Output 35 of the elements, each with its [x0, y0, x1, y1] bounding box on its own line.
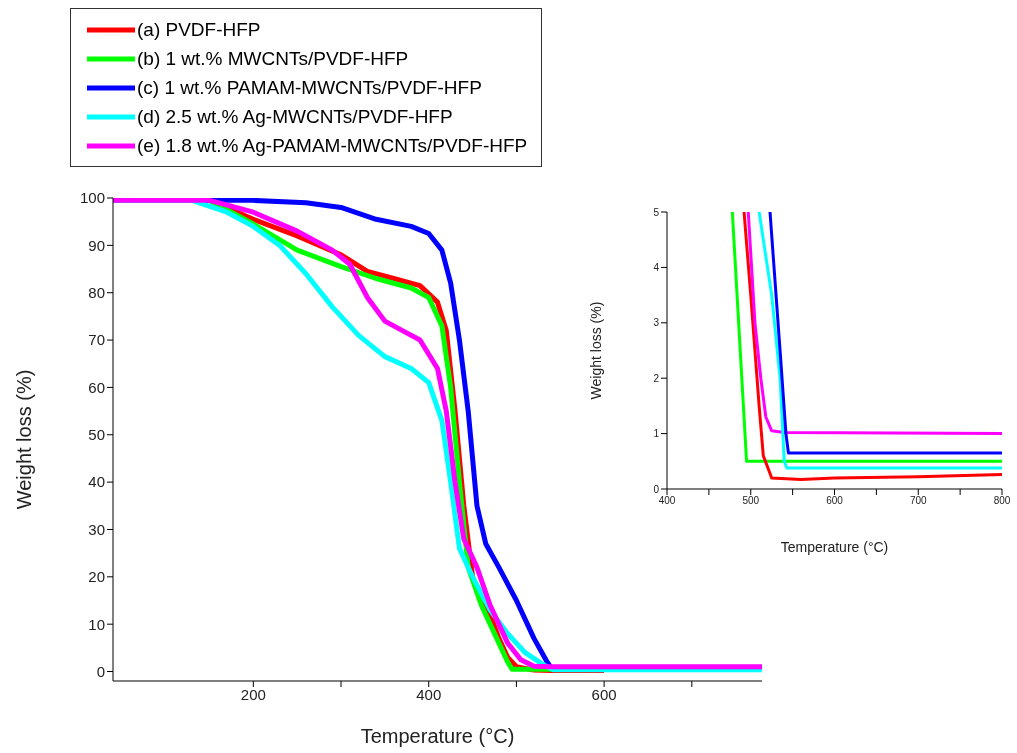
y-tick-label: 80 — [88, 284, 105, 302]
x-tick-label: 400 — [658, 495, 676, 507]
y-axis-title: Weight loss (%) — [13, 369, 36, 510]
y-tick-label: 10 — [88, 615, 105, 633]
x-tick-label: 600 — [591, 685, 617, 703]
legend-label: (d) 2.5 wt.% Ag-MWCNTs/PVDF-HFP — [137, 105, 453, 128]
y-tick-label: 0 — [653, 483, 660, 495]
y-tick-label: 0 — [96, 662, 105, 680]
y-tick-label: 20 — [88, 568, 105, 586]
y-tick-label: 100 — [79, 189, 105, 207]
y-tick-label: 4 — [653, 261, 660, 273]
y-tick-label: 3 — [653, 317, 660, 329]
x-tick-label: 500 — [742, 495, 760, 507]
x-axis-title: Temperature (°C) — [360, 725, 515, 747]
line-series — [746, 212, 1002, 436]
x-tick-label: 700 — [909, 495, 928, 507]
y-tick-label: 50 — [88, 426, 105, 444]
y-tick-label: 30 — [88, 520, 105, 538]
y-tick-label: 2 — [653, 372, 660, 384]
x-tick-label: 200 — [240, 685, 266, 703]
y-tick-label: 90 — [88, 236, 105, 254]
x-axis-title: Temperature (°C) — [780, 539, 889, 555]
y-tick-label: 40 — [88, 473, 105, 491]
legend-label: (e) 1.8 wt.% Ag-PAMAM-MWCNTs/PVDF-HFP — [137, 134, 528, 157]
x-tick-label: 800 — [993, 495, 1011, 507]
y-tick-label: 70 — [88, 331, 105, 349]
y-tick-label: 1 — [653, 428, 660, 440]
legend-label: (b) 1 wt.% MWCNTs/PVDF-HFP — [137, 47, 409, 70]
y-tick-label: 5 — [653, 206, 660, 218]
y-axis-title: Weight loss (%) — [587, 301, 604, 400]
x-tick-label: 400 — [416, 685, 442, 703]
legend-label: (a) PVDF-HFP — [137, 18, 261, 41]
x-tick-label: 600 — [826, 495, 844, 507]
legend-label: (c) 1 wt.% PAMAM-MWCNTs/PVDF-HFP — [137, 76, 482, 99]
y-tick-label: 60 — [88, 378, 105, 396]
